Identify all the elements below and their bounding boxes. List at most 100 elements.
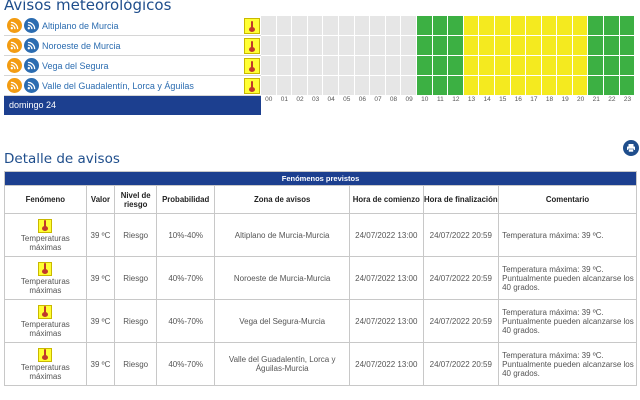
col-valor: Valor	[85, 185, 116, 214]
warning-cell	[494, 76, 511, 96]
warning-cell	[448, 16, 464, 36]
rss-feed-icon[interactable]	[7, 38, 22, 53]
rss-feed-icon[interactable]	[7, 18, 22, 33]
warning-cell	[323, 16, 339, 36]
table-row: Temperaturas máximas 39 ºC Riesgo 40%-70…	[4, 299, 637, 343]
zone-link[interactable]: Noroeste de Murcia	[42, 40, 121, 51]
probabilidad-cell: 40%-70%	[156, 342, 216, 386]
feed-icon[interactable]	[24, 58, 39, 73]
warning-cell	[354, 56, 371, 76]
warning-cell	[276, 56, 293, 76]
thermometer-icon	[38, 261, 53, 276]
hour-label: 11	[436, 96, 444, 103]
fin-cell: 24/07/2022 20:59	[422, 213, 500, 257]
warning-cell	[385, 76, 402, 96]
table-band: Fenómenos previstos	[4, 171, 637, 186]
warning-cell	[448, 36, 464, 56]
warning-cell	[401, 16, 417, 36]
warning-cell	[338, 76, 355, 96]
warning-cell	[370, 16, 386, 36]
zone-link[interactable]: Vega del Segura	[42, 60, 109, 71]
hour-label: 21	[592, 96, 600, 103]
warning-cell	[448, 76, 464, 96]
nivel-cell: Riesgo	[114, 213, 158, 257]
probabilidad-cell: 40%-70%	[156, 299, 216, 343]
valor-cell: 39 ºC	[85, 213, 116, 257]
zone-link[interactable]: Altiplano de Murcia	[42, 20, 119, 31]
warning-cell	[292, 36, 308, 56]
feed-icon[interactable]	[24, 38, 39, 53]
warning-cell	[307, 76, 324, 96]
col-nivel: Nivel de riesgo	[114, 185, 158, 214]
rss-feed-icon[interactable]	[7, 58, 22, 73]
table-row: Temperaturas máximas 39 ºC Riesgo 40%-70…	[4, 256, 637, 300]
nivel-cell: Riesgo	[114, 256, 158, 300]
col-fenomeno: Fenómeno	[4, 185, 87, 214]
warning-cell	[323, 36, 339, 56]
inicio-cell: 24/07/2022 13:00	[349, 213, 424, 257]
feed-icon[interactable]	[24, 18, 39, 33]
fenomeno-cell: Temperaturas máximas	[20, 233, 70, 252]
col-hora-fin: Hora de finalización	[422, 185, 500, 214]
warning-cell	[432, 16, 449, 36]
warning-cell	[510, 56, 527, 76]
inicio-cell: 24/07/2022 13:00	[349, 299, 424, 343]
warning-cell	[557, 76, 573, 96]
fenomeno-cell: Temperaturas máximas	[20, 362, 70, 381]
warning-cell	[370, 36, 386, 56]
fin-cell: 24/07/2022 20:59	[422, 299, 500, 343]
hour-label: 01	[280, 96, 288, 103]
col-probabilidad: Probabilidad	[156, 185, 216, 214]
warning-cell	[292, 16, 308, 36]
valor-cell: 39 ºC	[85, 299, 116, 343]
col-hora-comienzo: Hora de comienzo	[349, 185, 424, 214]
rss-feed-icon[interactable]	[7, 78, 22, 93]
hour-axis: 00 01 02 03 04 05 06 07 08 09 10 11 12 13 14 15 16 17 18 19…	[261, 96, 635, 103]
valor-cell: 39 ºC	[85, 256, 116, 300]
thermometer-warning-icon	[244, 18, 260, 34]
warning-cell	[541, 76, 558, 96]
warning-cell	[604, 16, 620, 36]
hourly-warning-grid	[261, 16, 636, 96]
hour-label: 08	[389, 96, 398, 103]
probabilidad-cell: 10%-40%	[156, 213, 216, 257]
hour-label: 10	[421, 96, 429, 103]
warning-cell	[307, 16, 324, 36]
zona-cell: Vega del Segura-Murcia	[214, 299, 351, 343]
warning-cell	[432, 76, 449, 96]
warning-cell	[416, 16, 433, 36]
print-icon[interactable]	[623, 140, 639, 156]
warning-cell	[526, 16, 542, 36]
warning-cell	[338, 56, 355, 76]
feed-icon[interactable]	[24, 78, 39, 93]
warning-cell	[604, 56, 620, 76]
hour-label: 04	[327, 96, 335, 103]
zones-list: Altiplano de Murcia Noroeste de Murcia V…	[4, 16, 261, 115]
warning-cell	[401, 36, 417, 56]
warning-cell	[261, 16, 277, 36]
detail-title: Detalle de avisos	[4, 151, 120, 167]
warning-cell	[588, 16, 605, 36]
warning-cell	[588, 56, 605, 76]
comentario-cell: Temperatura máxima: 39 ºC. Puntualmente …	[498, 256, 637, 300]
fenomeno-cell: Temperaturas máximas	[20, 276, 70, 295]
warning-cell	[619, 36, 636, 56]
comentario-cell: Temperatura máxima: 39 ºC. Puntualmente …	[498, 342, 637, 386]
hour-label: 20	[577, 96, 585, 103]
hour-label: 19	[561, 96, 569, 103]
warning-cell	[479, 76, 495, 96]
nivel-cell: Riesgo	[114, 299, 158, 343]
hour-label: 14	[483, 96, 491, 103]
zone-link[interactable]: Valle del Guadalentín, Lorca y Águilas	[42, 80, 194, 91]
warning-cell	[572, 36, 589, 56]
warning-cell	[557, 36, 573, 56]
valor-cell: 39 ºC	[85, 342, 116, 386]
warning-cell	[401, 56, 417, 76]
hour-label: 03	[311, 96, 320, 103]
warning-cell	[572, 16, 589, 36]
warning-cell	[463, 36, 480, 56]
warning-cell	[385, 56, 402, 76]
warning-cell	[292, 56, 308, 76]
warnings-table: Fenómenos previstos Fenómeno Valor Nivel…	[4, 171, 637, 386]
warning-cell	[604, 36, 620, 56]
